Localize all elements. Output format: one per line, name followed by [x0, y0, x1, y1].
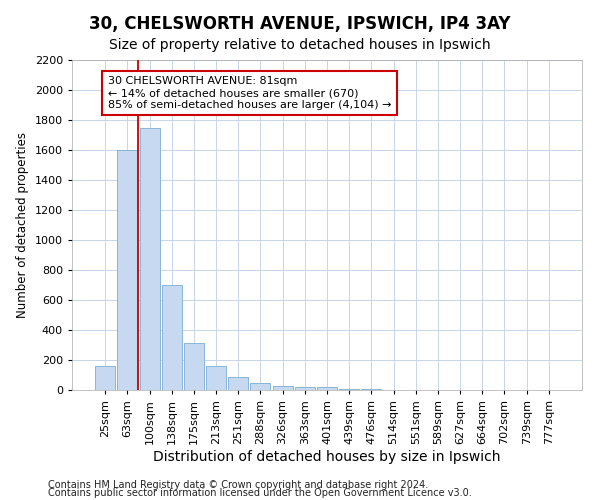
Text: Contains public sector information licensed under the Open Government Licence v3: Contains public sector information licen…	[48, 488, 472, 498]
Text: Size of property relative to detached houses in Ipswich: Size of property relative to detached ho…	[109, 38, 491, 52]
Bar	[206, 366, 226, 390]
Bar	[295, 387, 315, 390]
Bar	[272, 386, 293, 390]
Bar	[339, 388, 359, 390]
Bar	[140, 128, 160, 390]
Bar	[317, 388, 337, 390]
Bar	[162, 285, 182, 390]
Bar	[184, 343, 204, 390]
Bar	[95, 366, 115, 390]
Text: 30, CHELSWORTH AVENUE, IPSWICH, IP4 3AY: 30, CHELSWORTH AVENUE, IPSWICH, IP4 3AY	[89, 15, 511, 33]
X-axis label: Distribution of detached houses by size in Ipswich: Distribution of detached houses by size …	[153, 450, 501, 464]
Text: 30 CHELSWORTH AVENUE: 81sqm
← 14% of detached houses are smaller (670)
85% of se: 30 CHELSWORTH AVENUE: 81sqm ← 14% of det…	[108, 76, 392, 110]
Bar	[118, 150, 137, 390]
Text: Contains HM Land Registry data © Crown copyright and database right 2024.: Contains HM Land Registry data © Crown c…	[48, 480, 428, 490]
Y-axis label: Number of detached properties: Number of detached properties	[16, 132, 29, 318]
Bar	[228, 378, 248, 390]
Bar	[250, 383, 271, 390]
